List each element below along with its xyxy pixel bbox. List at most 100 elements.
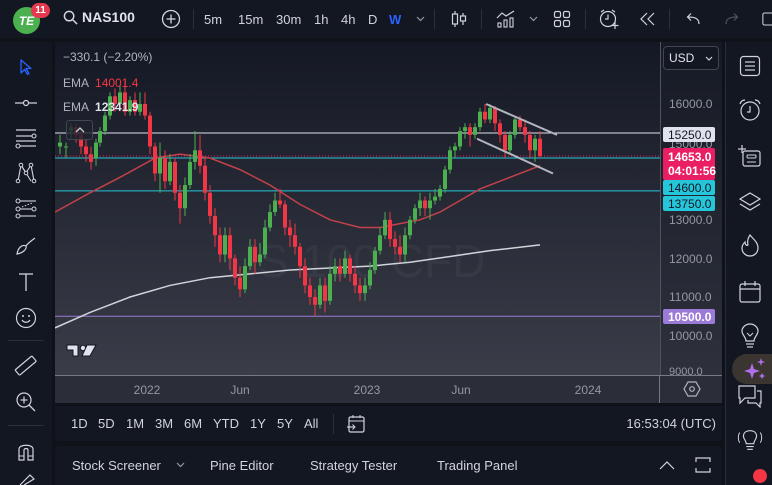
create-alert-button[interactable] bbox=[597, 8, 621, 30]
alarm-clock-icon bbox=[739, 99, 761, 121]
prediction-icon bbox=[15, 198, 37, 219]
fullscreen-button[interactable] bbox=[762, 8, 772, 30]
ema-slow-legend[interactable]: EMA 12341.9 bbox=[63, 100, 138, 114]
ema-fast-label: EMA bbox=[63, 76, 90, 90]
watchlist-button[interactable] bbox=[736, 52, 764, 80]
calendar-button[interactable] bbox=[736, 278, 764, 306]
timeframe-5m[interactable]: 5m bbox=[204, 11, 223, 27]
range-ytd[interactable]: YTD bbox=[213, 416, 239, 431]
indicators-button[interactable] bbox=[494, 8, 518, 30]
tab-pine-editor[interactable]: Pine Editor bbox=[210, 458, 274, 473]
trend-line-tool[interactable] bbox=[12, 89, 40, 117]
cursor-tool[interactable] bbox=[12, 53, 40, 81]
undo-icon bbox=[686, 13, 700, 25]
magnet-tool[interactable] bbox=[12, 437, 40, 465]
candlesticks bbox=[58, 80, 542, 317]
pattern-tool[interactable] bbox=[12, 159, 40, 187]
text-tool[interactable] bbox=[12, 268, 40, 296]
chart-type-button[interactable] bbox=[448, 8, 470, 30]
chart-pane[interactable]: US 100 CFD bbox=[55, 42, 660, 375]
range-5d[interactable]: 5D bbox=[98, 416, 115, 431]
range-1y[interactable]: 1Y bbox=[250, 416, 266, 431]
timeframe-1h[interactable]: 1h bbox=[314, 11, 329, 27]
drawing-toolbar bbox=[0, 42, 52, 485]
pencil-lock-icon bbox=[19, 473, 35, 485]
price-label: 11000.0 bbox=[669, 290, 712, 304]
tab-trading-panel[interactable]: Trading Panel bbox=[437, 458, 518, 473]
layers-button[interactable] bbox=[736, 188, 764, 216]
range-all[interactable]: All bbox=[304, 416, 319, 431]
tab-strategy-tester[interactable]: Strategy Tester bbox=[310, 458, 398, 473]
sparkles-icon bbox=[744, 358, 765, 379]
maximize-panel-icon[interactable] bbox=[695, 457, 711, 473]
zoom-in-icon bbox=[16, 392, 36, 412]
timeframe-dropdown[interactable] bbox=[414, 8, 426, 30]
measure-tool[interactable] bbox=[12, 352, 40, 380]
chevron-down-icon[interactable] bbox=[176, 462, 185, 468]
ema-fast-legend[interactable]: EMA 14001.4 bbox=[63, 76, 138, 90]
tips-button[interactable] bbox=[736, 426, 764, 454]
scale-divider bbox=[659, 376, 660, 403]
redo-button[interactable] bbox=[722, 8, 742, 30]
alerts-button[interactable] bbox=[736, 96, 764, 124]
zoom-tool[interactable] bbox=[12, 388, 40, 416]
ideas-button[interactable] bbox=[736, 322, 764, 350]
chevron-down-icon bbox=[529, 16, 537, 22]
timeframe-4h[interactable]: 4h bbox=[341, 11, 356, 27]
separator bbox=[585, 9, 586, 29]
lock-drawings-tool[interactable] bbox=[12, 470, 40, 485]
notification-dot bbox=[753, 469, 767, 483]
chart-settings-icon[interactable] bbox=[683, 380, 701, 398]
magnet-icon bbox=[18, 444, 34, 461]
cursor-arrow-icon bbox=[20, 59, 32, 76]
undo-button[interactable] bbox=[683, 8, 703, 30]
time-scale[interactable]: 2022 Jun 2023 Jun 2024 bbox=[55, 375, 722, 403]
collapse-legend-button[interactable] bbox=[66, 120, 93, 140]
layout-button[interactable] bbox=[551, 8, 573, 30]
indicators-icon bbox=[496, 10, 515, 28]
range-3m[interactable]: 3M bbox=[155, 416, 174, 431]
ema-slow-label: EMA bbox=[63, 100, 90, 114]
object-tree-button[interactable] bbox=[736, 142, 764, 170]
support-price-tag-1: 14600.0 bbox=[663, 180, 715, 195]
chevron-down-icon bbox=[416, 16, 424, 22]
support-price-tag-2: 13750.0 bbox=[663, 196, 715, 211]
tab-stock-screener[interactable]: Stock Screener bbox=[72, 458, 161, 473]
layers-icon bbox=[738, 192, 762, 211]
notification-badge: 11 bbox=[31, 3, 50, 18]
lightbulb-icon bbox=[741, 323, 759, 348]
timeframe-d[interactable]: D bbox=[368, 11, 378, 27]
range-1m[interactable]: 1M bbox=[126, 416, 145, 431]
range-1d[interactable]: 1D bbox=[71, 416, 88, 431]
price-change: −330.1 (−2.20%) bbox=[63, 50, 153, 64]
logo-text: TE bbox=[18, 13, 35, 28]
utc-clock[interactable]: 16:53:04 (UTC) bbox=[626, 416, 716, 431]
replay-button[interactable] bbox=[638, 8, 658, 30]
symbol-search[interactable]: NAS100 bbox=[63, 9, 135, 25]
chevron-down-icon bbox=[705, 56, 713, 61]
range-6m[interactable]: 6M bbox=[184, 416, 203, 431]
timeframe-30m[interactable]: 30m bbox=[276, 11, 302, 27]
calendar-icon bbox=[739, 281, 761, 303]
price-chart[interactable]: US 100 CFD bbox=[55, 42, 660, 375]
currency-selector[interactable]: USD bbox=[663, 46, 719, 70]
icon-tool[interactable] bbox=[12, 304, 40, 332]
ai-assistant-button[interactable] bbox=[732, 354, 772, 384]
forecast-tool[interactable] bbox=[12, 195, 40, 223]
rewind-icon bbox=[640, 12, 655, 26]
chats-button[interactable] bbox=[736, 382, 764, 410]
go-to-date-icon[interactable] bbox=[346, 414, 366, 434]
timeframe-w[interactable]: W bbox=[389, 11, 402, 27]
resistance-price-tag: 15250.0 bbox=[663, 127, 715, 142]
timeframe-15m[interactable]: 15m bbox=[238, 11, 264, 27]
fib-tool[interactable] bbox=[12, 124, 40, 152]
chevron-up-icon[interactable] bbox=[659, 460, 675, 470]
time-label: 2024 bbox=[574, 383, 602, 397]
range-5y[interactable]: 5Y bbox=[277, 416, 293, 431]
indicators-dropdown[interactable] bbox=[527, 8, 539, 30]
hotlists-button[interactable] bbox=[736, 231, 764, 259]
add-symbol-button[interactable] bbox=[160, 8, 182, 30]
tradingview-logo[interactable] bbox=[66, 344, 97, 357]
brush-tool[interactable] bbox=[12, 232, 40, 260]
